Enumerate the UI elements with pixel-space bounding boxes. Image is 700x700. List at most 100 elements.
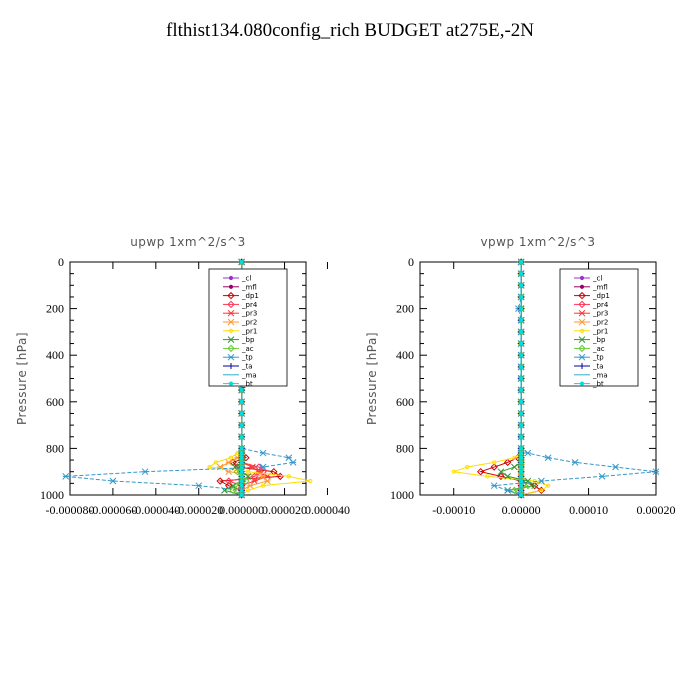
legend-label-ma: _ma xyxy=(241,371,257,379)
data-point-bt xyxy=(519,460,524,465)
y-tick-label: 400 xyxy=(396,348,414,362)
data-point-pr2 xyxy=(264,477,271,485)
data-point-pr1 xyxy=(286,474,291,479)
legend-label-pr3: _pr3 xyxy=(241,310,257,318)
y-tick-label: 800 xyxy=(396,441,414,455)
y-tick-label: 1000 xyxy=(40,488,64,502)
legend-marker-bp xyxy=(578,336,586,343)
legend-marker-dp1 xyxy=(578,291,586,300)
data-point-tp xyxy=(289,459,297,466)
legend-label-pr4: _pr4 xyxy=(241,301,258,309)
legend-label-cl: _cl xyxy=(592,275,602,283)
legend-marker-ac xyxy=(578,344,586,353)
data-point-bt xyxy=(239,399,244,404)
legend-marker-pr4 xyxy=(227,300,235,309)
data-point-ac xyxy=(510,486,519,495)
legend-label-pr1: _pr1 xyxy=(592,327,608,335)
legend-marker-pr1 xyxy=(579,328,585,333)
x-tick-label: 0.000040 xyxy=(305,503,350,517)
data-point-bt xyxy=(519,434,524,439)
data-point-bt xyxy=(519,306,524,311)
data-point-pr1 xyxy=(451,469,456,474)
data-point-bt xyxy=(239,474,244,479)
data-point-dp1 xyxy=(503,458,512,467)
legend-label-mfl: _mfl xyxy=(241,283,257,291)
data-point-bt xyxy=(519,446,524,451)
data-point-pr1 xyxy=(228,455,234,460)
data-point-pr1 xyxy=(546,483,551,488)
data-point-bt xyxy=(239,488,244,493)
data-point-bt xyxy=(519,399,524,404)
data-point-bt xyxy=(239,483,244,488)
data-point-bt xyxy=(519,353,524,358)
data-point-ac xyxy=(524,481,532,490)
legend-label-pr4: _pr4 xyxy=(592,301,609,309)
data-point-bt xyxy=(239,464,244,470)
y-tick-label: 200 xyxy=(396,302,414,316)
y-tick-label: 1000 xyxy=(390,488,414,502)
legend-marker-ta xyxy=(228,363,234,369)
figure-title: flthist134.080config_rich BUDGET at275E,… xyxy=(166,20,534,41)
legend-marker-pr2 xyxy=(578,318,586,326)
data-point-bt xyxy=(519,283,524,288)
data-point-dp1 xyxy=(216,477,224,485)
legend-marker-tp xyxy=(578,353,586,361)
data-point-pr2 xyxy=(225,459,233,466)
data-point-pr1 xyxy=(260,483,266,488)
y-tick-label: 600 xyxy=(396,395,414,409)
legend-marker-pr2 xyxy=(227,318,235,326)
y-axis-label: Pressure [hPa] xyxy=(15,332,29,425)
legend-marker-cl xyxy=(228,275,234,281)
legend-label-ac: _ac xyxy=(592,345,605,353)
data-point-tp xyxy=(141,468,149,476)
legend-label-tp: _tp xyxy=(592,354,604,362)
data-point-pr1 xyxy=(512,455,517,460)
data-point-dp1 xyxy=(490,463,498,471)
x-tick-label: -0.000080 xyxy=(46,503,95,517)
x-tick-label: -0.000060 xyxy=(88,503,137,517)
series-line-dp1 xyxy=(478,262,543,496)
data-point-bt xyxy=(519,478,524,484)
x-tick-label: 0.00000 xyxy=(502,503,541,517)
y-tick-label: 0 xyxy=(58,255,64,269)
x-tick-label: 0.00010 xyxy=(569,503,608,517)
data-point-bt xyxy=(239,492,244,498)
data-point-tp xyxy=(490,482,498,490)
data-point-pr2 xyxy=(246,482,254,490)
data-point-dp1 xyxy=(476,467,485,476)
x-tick-label: -0.00010 xyxy=(432,503,475,517)
data-point-bt xyxy=(239,460,244,465)
legend-marker-tp xyxy=(227,353,235,361)
data-point-tp xyxy=(62,473,70,480)
data-point-bt xyxy=(519,259,524,265)
data-point-tp xyxy=(259,463,267,471)
data-point-pr1 xyxy=(245,488,251,493)
legend-label-pr1: _pr1 xyxy=(241,327,257,335)
data-point-bt xyxy=(519,455,524,460)
data-point-bt xyxy=(519,423,524,428)
data-point-pr1 xyxy=(465,464,470,470)
y-tick-label: 200 xyxy=(46,302,64,316)
data-point-bt xyxy=(239,423,244,428)
data-point-bt xyxy=(519,411,524,416)
legend-label-bt: _bt xyxy=(592,380,604,388)
data-point-bp xyxy=(531,482,538,490)
y-axis-label: Pressure [hPa] xyxy=(365,332,379,425)
x-tick-label: 0.000020 xyxy=(262,503,307,517)
y-tick-label: 800 xyxy=(46,441,64,455)
data-point-bt xyxy=(519,364,524,369)
legend-marker-pr1 xyxy=(228,328,234,333)
legend-marker-cl xyxy=(579,275,585,281)
panel-title: vpwp 1xm^2/s^3 xyxy=(480,235,595,249)
data-point-pr1 xyxy=(539,488,544,493)
data-point-tp xyxy=(195,482,203,490)
legend-marker-mfl xyxy=(228,284,234,289)
data-point-bt xyxy=(519,388,524,393)
data-point-tp xyxy=(571,459,579,466)
data-point-pr1 xyxy=(245,469,251,474)
data-point-bt xyxy=(239,478,244,484)
legend-label-tp: _tp xyxy=(241,354,253,362)
data-point-bt xyxy=(519,318,524,323)
data-point-pr1 xyxy=(492,460,497,465)
series-line-pr1 xyxy=(453,262,550,496)
